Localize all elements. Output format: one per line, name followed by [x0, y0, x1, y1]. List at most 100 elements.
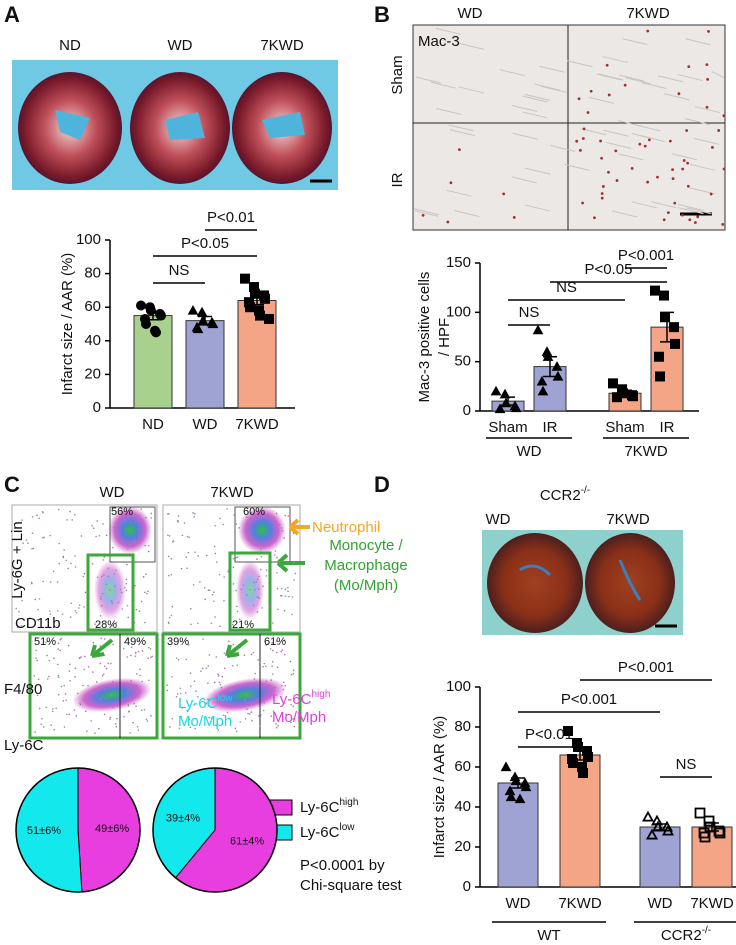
flow-dot [97, 727, 100, 730]
flow-dot [103, 698, 106, 700]
tissue-fiber [612, 210, 638, 218]
flow-dot [126, 691, 129, 694]
flow-dot [69, 616, 72, 618]
tissue-fiber [564, 163, 590, 171]
flow-dot [45, 706, 48, 709]
flow-dot [292, 673, 295, 675]
flow-dot [232, 643, 235, 646]
flow-dot [132, 604, 135, 607]
flow-dot [64, 693, 67, 695]
stain-dot [671, 177, 675, 181]
flow-dot [31, 532, 34, 534]
gate-label: 51% [34, 636, 56, 648]
data-point [490, 385, 502, 396]
y-axis-label: / HPF [436, 318, 453, 356]
flow-dot [53, 728, 56, 731]
tissue-fiber [677, 74, 703, 82]
group-label-sup: -/- [702, 925, 711, 936]
legend-label-sup: low [339, 822, 355, 833]
flow-dot [73, 709, 76, 711]
flow-dot [287, 590, 289, 593]
panel-letter: B [374, 2, 390, 27]
flow-dot [177, 519, 179, 522]
flow-dot [257, 596, 259, 598]
flow-dot [232, 566, 235, 569]
flow-dot [215, 656, 218, 658]
flow-dot [250, 511, 253, 514]
stain-dot [681, 167, 685, 171]
gate-label: 61% [264, 636, 286, 648]
flow-dot [231, 665, 234, 667]
flow-dot [292, 669, 295, 671]
data-point [240, 273, 250, 284]
flow-dot [140, 508, 143, 510]
flow-dot [220, 686, 223, 689]
flow-dot [74, 667, 77, 670]
flow-dot [168, 616, 171, 619]
flow-dot [147, 544, 150, 547]
stain-dot [600, 196, 604, 200]
legend-label: Ly-6Chigh [300, 797, 358, 816]
y-tick-label: 100 [446, 678, 471, 695]
group-label: WT [537, 927, 560, 944]
tissue-fiber [512, 132, 538, 140]
data-point [500, 761, 512, 772]
flow-dot [228, 640, 230, 643]
flow-dot [128, 711, 130, 713]
flow-dot [84, 655, 86, 658]
flow-dot [254, 672, 256, 675]
significance-label: NS [519, 304, 540, 321]
flow-dot [120, 591, 123, 594]
flow-dot [269, 605, 272, 608]
flow-dot [247, 712, 249, 715]
flow-dot [223, 652, 226, 654]
flow-dot [234, 655, 237, 658]
flow-dot [267, 643, 269, 645]
data-point [694, 807, 706, 819]
flow-dot [236, 605, 238, 608]
flow-dot [68, 670, 71, 672]
photo-label: 7KWD [260, 37, 304, 54]
stain-dot [668, 139, 672, 143]
flow-dot [263, 701, 265, 704]
flow-dot [271, 673, 274, 675]
flow-dot [134, 584, 136, 587]
x-tick-label: WD [506, 895, 531, 912]
flow-dot [105, 583, 108, 586]
flow-dot [232, 623, 234, 626]
tissue-fiber [602, 56, 628, 64]
significance-label: P<0.05 [585, 261, 633, 278]
flow-dot [139, 674, 141, 677]
stain-dot [581, 201, 584, 205]
flow-dot [218, 573, 221, 576]
flow-dot [180, 567, 183, 570]
flow-dot [169, 726, 171, 728]
flow-dot [265, 644, 268, 647]
flow-dot [95, 681, 98, 683]
flow-dot [205, 667, 208, 669]
flow-dot [205, 702, 208, 705]
pie-label: 51±6% [27, 825, 61, 837]
gate-label: 28% [95, 619, 117, 631]
flow-dot [260, 555, 263, 558]
x-tick-label: Sham [605, 419, 644, 436]
flow-dot [125, 578, 128, 581]
flow-dot [36, 694, 39, 697]
flow-dot [59, 638, 62, 641]
flow-dot [259, 548, 262, 551]
gate-label: 60% [243, 506, 265, 518]
stain-dot [711, 145, 714, 149]
flow-dot [96, 576, 99, 579]
flow-dot [280, 527, 283, 529]
flow-dot [223, 667, 226, 670]
flow-dot [275, 640, 278, 642]
flow-dot [233, 514, 236, 516]
significance-label: NS [676, 756, 697, 773]
flow-dot [248, 713, 251, 715]
flow-dot [256, 558, 258, 560]
stain-dot [586, 111, 590, 114]
flow-dot [254, 589, 256, 591]
flow-dot [105, 534, 108, 537]
flow-dot [138, 610, 141, 612]
data-point [670, 338, 680, 349]
